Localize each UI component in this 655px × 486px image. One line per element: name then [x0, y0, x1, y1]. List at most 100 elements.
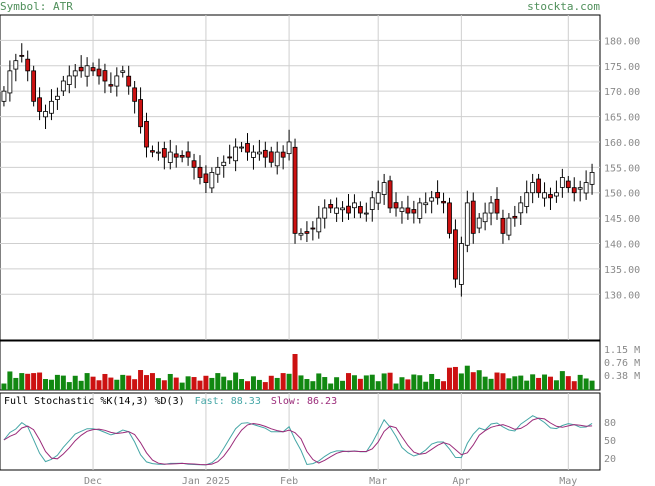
- volume-bar-up: [363, 375, 369, 390]
- candle-up: [559, 177, 565, 188]
- volume-bar-up: [1, 383, 7, 390]
- volume-bar-down: [405, 379, 411, 390]
- stoch-d-line: [3, 417, 593, 466]
- stochastic-panel: [0, 392, 601, 471]
- candle-down: [144, 120, 149, 148]
- volume-bar-down: [547, 376, 553, 390]
- volume-bar-up: [417, 375, 423, 390]
- volume-bar-down: [245, 381, 251, 390]
- volume-bar-up: [423, 381, 429, 390]
- candle-down: [548, 194, 553, 199]
- candle-up: [84, 65, 90, 77]
- volume-bar-up: [54, 374, 60, 390]
- candle-up: [464, 202, 470, 246]
- candle-down: [108, 84, 114, 87]
- volume-bar-up: [72, 375, 78, 390]
- volume-bar-down: [102, 373, 108, 390]
- candle-down: [292, 146, 298, 234]
- candle-down: [138, 99, 143, 128]
- candle-up: [55, 95, 60, 100]
- volume-bar-up: [429, 373, 435, 390]
- candle-up: [66, 75, 72, 85]
- candle-up: [482, 212, 488, 223]
- candle-up: [322, 207, 328, 219]
- stochastic-legend: Full Stochastic %K(14,3) %D(3) Fast: 88.3…: [4, 396, 337, 407]
- candle-up: [316, 217, 322, 233]
- volume-bar-up: [375, 381, 381, 390]
- volume-bar-up: [13, 377, 19, 390]
- volume-bar-up: [233, 372, 239, 390]
- candle-down: [357, 206, 363, 214]
- candle-up: [215, 166, 221, 175]
- volume-bar-up: [179, 382, 185, 390]
- candle-down: [328, 204, 334, 209]
- volume-bar-down: [536, 377, 542, 390]
- symbol-label: Symbol: ATR: [0, 0, 73, 13]
- volume-bar-up: [553, 380, 559, 390]
- volume-bar-down: [144, 375, 150, 390]
- stoch-k-line: [3, 415, 593, 466]
- candle-down: [37, 97, 42, 112]
- volume-bar-up: [256, 379, 262, 390]
- candle-up: [274, 151, 280, 167]
- price-tick-label: 145.00: [604, 214, 640, 225]
- slow-value: Slow: 86.23: [270, 396, 338, 407]
- month-label: Dec: [84, 476, 102, 486]
- stoch-tick-label: 20: [604, 454, 616, 465]
- volume-bar-up: [458, 373, 464, 390]
- candle-down: [102, 70, 108, 82]
- volume-bar-down: [387, 372, 393, 390]
- volume-bar-down: [452, 366, 458, 390]
- volume-bar-up: [66, 382, 72, 390]
- volume-bar-up: [381, 373, 387, 390]
- candle-up: [399, 207, 405, 212]
- candle-down: [447, 202, 452, 234]
- candle-up: [506, 217, 512, 236]
- candle-down: [435, 192, 441, 199]
- volume-bar-up: [322, 377, 328, 390]
- candle-down: [262, 149, 268, 158]
- candle-up: [120, 70, 126, 73]
- volume-bar-up: [304, 379, 310, 390]
- stochastic-title: Full Stochastic %K(14,3) %D(3): [4, 396, 185, 407]
- candle-down: [191, 160, 197, 168]
- candle-down: [31, 70, 37, 102]
- candle-up: [352, 202, 357, 209]
- candle-down: [203, 173, 209, 183]
- candle-up: [423, 202, 429, 206]
- price-tick-label: 140.00: [604, 240, 640, 251]
- volume-tick-label: 1.15 M: [604, 345, 640, 356]
- volume-bar-down: [470, 372, 476, 390]
- stoch-tick-label: 50: [604, 436, 616, 447]
- candle-up: [518, 202, 524, 214]
- candle-down: [173, 153, 179, 158]
- candle-up: [340, 207, 345, 211]
- volume-bar-down: [268, 375, 274, 390]
- candle-down: [126, 75, 132, 87]
- price-tick-label: 170.00: [604, 87, 640, 98]
- candle-down: [96, 68, 102, 77]
- volume-bar-down: [126, 375, 132, 390]
- volume-bar-down: [203, 375, 209, 390]
- volume-bar-down: [345, 373, 351, 390]
- volume-bar-up: [435, 379, 441, 390]
- candle-down: [132, 87, 138, 102]
- candle-up: [155, 151, 161, 154]
- candle-down: [536, 178, 541, 194]
- candle-down: [405, 207, 411, 214]
- volume-bar-up: [334, 377, 340, 390]
- volume-bar-up: [48, 379, 54, 390]
- volume-bar-down: [565, 376, 571, 390]
- fast-value: Fast: 88.33: [194, 396, 261, 407]
- candle-up: [233, 146, 239, 162]
- volume-bar-up: [316, 373, 322, 390]
- candle-down: [197, 166, 203, 178]
- candle-down: [411, 209, 417, 214]
- candle-down: [512, 215, 518, 219]
- volume-bar-up: [167, 373, 173, 390]
- volume-bar-down: [262, 382, 268, 390]
- candle-up: [221, 161, 227, 166]
- candle-up: [72, 70, 78, 77]
- volume-bar-up: [215, 373, 221, 390]
- price-tick-label: 180.00: [604, 36, 640, 47]
